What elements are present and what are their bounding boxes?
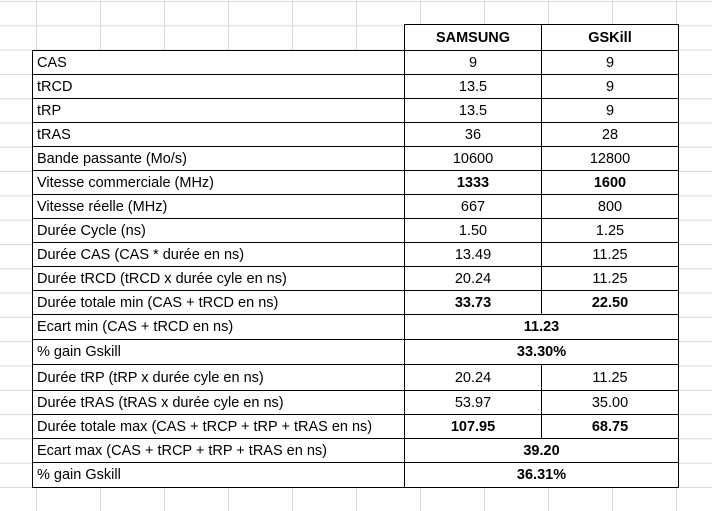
row-label[interactable]: % gain Gskill — [32, 463, 404, 488]
row-label[interactable]: Durée tRCD (tRCD x durée cyle en ns) — [32, 266, 404, 290]
row-label[interactable]: Vitesse réelle (MHz) — [32, 194, 404, 218]
gskill-value[interactable]: 9 — [541, 98, 679, 122]
row-label[interactable]: Durée tRAS (tRAS x durée cyle en ns) — [32, 390, 404, 414]
row-label[interactable]: Durée totale min (CAS + tRCD en ns) — [32, 290, 404, 315]
samsung-value[interactable]: 9 — [404, 50, 541, 74]
gskill-value[interactable]: 11.25 — [541, 242, 679, 266]
gskill-value[interactable]: 9 — [541, 50, 679, 74]
gskill-value[interactable]: 68.75 — [541, 414, 679, 439]
header-gskill[interactable]: GSKill — [541, 24, 679, 50]
gskill-value[interactable]: 11.25 — [541, 266, 679, 290]
gskill-value[interactable]: 1.25 — [541, 218, 679, 242]
gskill-value[interactable]: 22.50 — [541, 290, 679, 315]
row-label[interactable]: Bande passante (Mo/s) — [32, 146, 404, 170]
samsung-value[interactable]: 33.73 — [404, 290, 541, 315]
row-label[interactable]: tRP — [32, 98, 404, 122]
samsung-value[interactable]: 13.49 — [404, 242, 541, 266]
samsung-value[interactable]: 667 — [404, 194, 541, 218]
samsung-value[interactable]: 36 — [404, 122, 541, 146]
row-label[interactable]: tRAS — [32, 122, 404, 146]
gskill-value[interactable]: 12800 — [541, 146, 679, 170]
samsung-value[interactable]: 10600 — [404, 146, 541, 170]
samsung-value[interactable]: 13.5 — [404, 98, 541, 122]
gskill-value[interactable]: 11.25 — [541, 365, 679, 390]
samsung-value[interactable]: 1333 — [404, 170, 541, 194]
merged-value[interactable]: 33.30% — [404, 340, 679, 365]
samsung-value[interactable]: 20.24 — [404, 266, 541, 290]
merged-value[interactable]: 39.20 — [404, 439, 679, 463]
gskill-value[interactable]: 9 — [541, 74, 679, 98]
row-label[interactable]: CAS — [32, 50, 404, 74]
row-label[interactable]: Ecart min (CAS + tRCD en ns) — [32, 315, 404, 340]
gskill-value[interactable]: 1600 — [541, 170, 679, 194]
samsung-value[interactable]: 13.5 — [404, 74, 541, 98]
gskill-value[interactable]: 800 — [541, 194, 679, 218]
row-label[interactable]: Vitesse commerciale (MHz) — [32, 170, 404, 194]
header-samsung[interactable]: SAMSUNG — [404, 24, 541, 50]
merged-value[interactable]: 36.31% — [404, 463, 679, 488]
row-label[interactable]: Durée totale max (CAS + tRCP + tRP + tRA… — [32, 414, 404, 439]
merged-value[interactable]: 11.23 — [404, 315, 679, 340]
samsung-value[interactable]: 107.95 — [404, 414, 541, 439]
gskill-value[interactable]: 35.00 — [541, 390, 679, 414]
row-label[interactable]: Durée CAS (CAS * durée en ns) — [32, 242, 404, 266]
samsung-value[interactable]: 1.50 — [404, 218, 541, 242]
row-label[interactable]: Durée Cycle (ns) — [32, 218, 404, 242]
row-label[interactable]: tRCD — [32, 74, 404, 98]
samsung-value[interactable]: 20.24 — [404, 365, 541, 390]
row-label[interactable]: Durée tRP (tRP x durée cyle en ns) — [32, 365, 404, 390]
row-label[interactable]: Ecart max (CAS + tRCP + tRP + tRAS en ns… — [32, 439, 404, 463]
gskill-value[interactable]: 28 — [541, 122, 679, 146]
samsung-value[interactable]: 53.97 — [404, 390, 541, 414]
row-label[interactable]: % gain Gskill — [32, 340, 404, 365]
